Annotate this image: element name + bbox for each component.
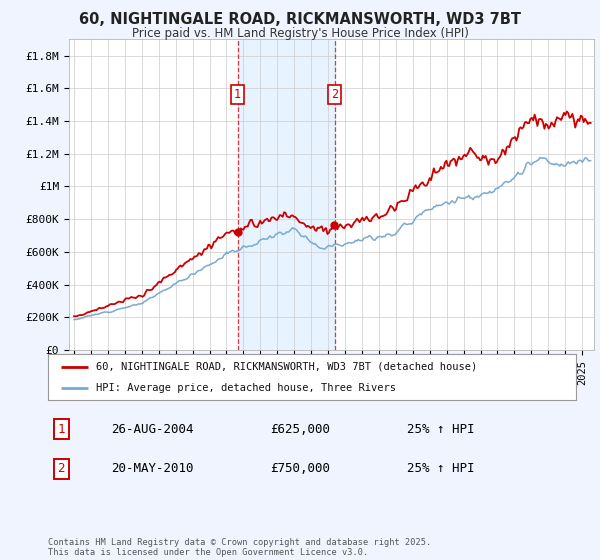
Text: 1: 1 [234, 88, 241, 101]
Text: 60, NIGHTINGALE ROAD, RICKMANSWORTH, WD3 7BT (detached house): 60, NIGHTINGALE ROAD, RICKMANSWORTH, WD3… [95, 362, 477, 372]
Text: HPI: Average price, detached house, Three Rivers: HPI: Average price, detached house, Thre… [95, 383, 395, 393]
Text: Price paid vs. HM Land Registry's House Price Index (HPI): Price paid vs. HM Land Registry's House … [131, 27, 469, 40]
Text: 2: 2 [331, 88, 338, 101]
Text: 2: 2 [58, 463, 65, 475]
Text: £750,000: £750,000 [270, 463, 330, 475]
Bar [238, 39, 335, 350]
Text: Contains HM Land Registry data © Crown copyright and database right 2025.
This d: Contains HM Land Registry data © Crown c… [48, 538, 431, 557]
Text: £625,000: £625,000 [270, 423, 330, 436]
Text: 25% ↑ HPI: 25% ↑ HPI [407, 423, 475, 436]
Text: 26-AUG-2004: 26-AUG-2004 [112, 423, 194, 436]
Text: 25% ↑ HPI: 25% ↑ HPI [407, 463, 475, 475]
Text: 60, NIGHTINGALE ROAD, RICKMANSWORTH, WD3 7BT: 60, NIGHTINGALE ROAD, RICKMANSWORTH, WD3… [79, 12, 521, 27]
Text: 20-MAY-2010: 20-MAY-2010 [112, 463, 194, 475]
Text: 1: 1 [58, 423, 65, 436]
